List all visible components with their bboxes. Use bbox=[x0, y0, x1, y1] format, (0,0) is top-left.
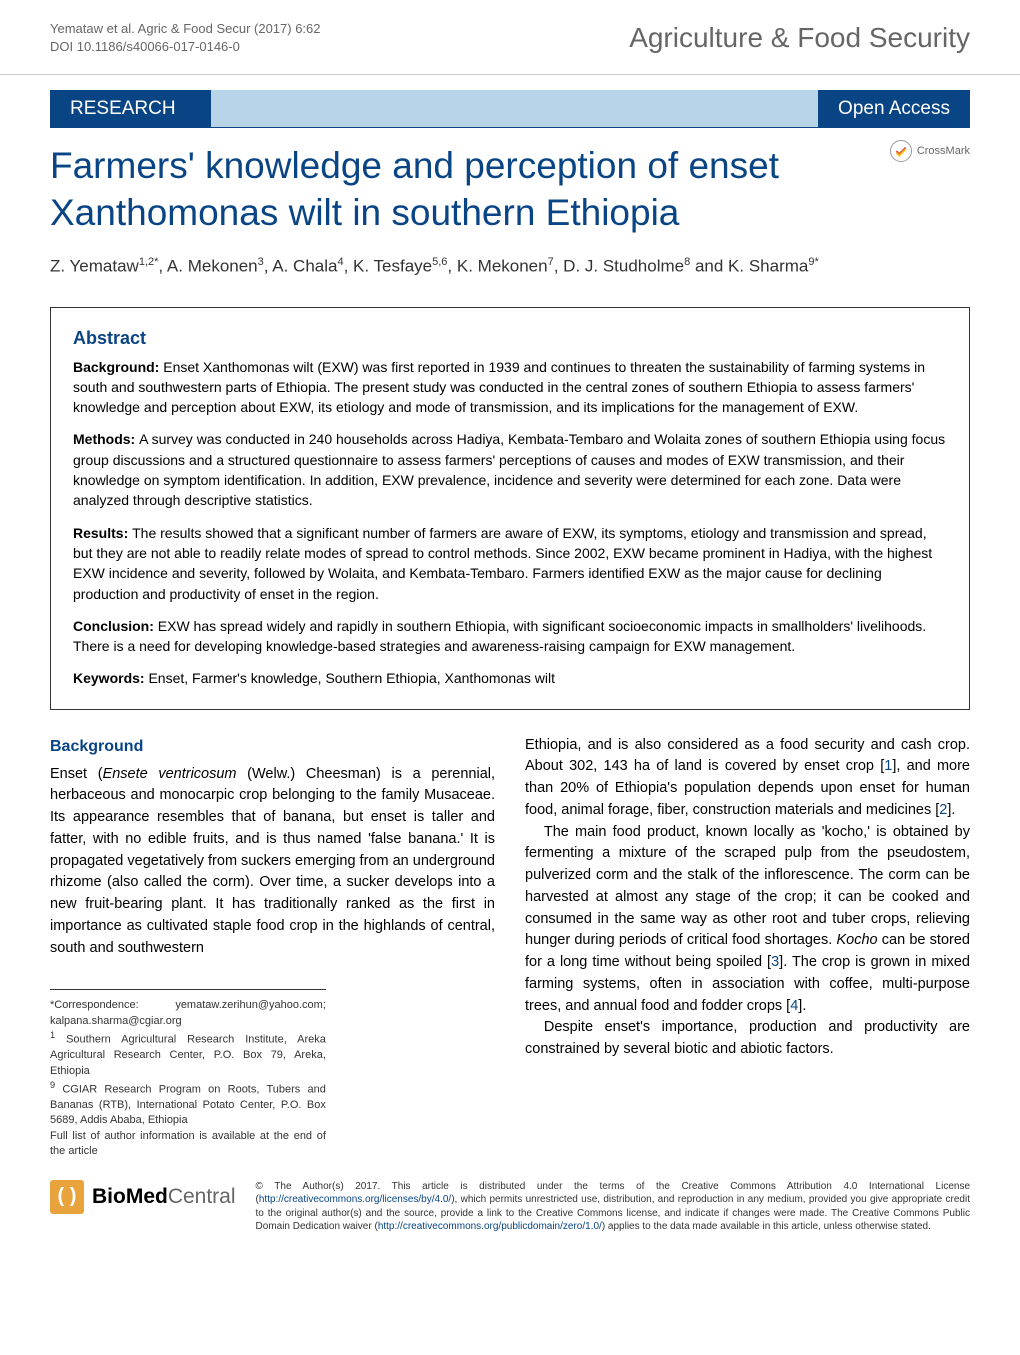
affiliation-line: 9 CGIAR Research Program on Roots, Tuber… bbox=[50, 1079, 326, 1129]
abstract-background: Background: Enset Xanthomonas wilt (EXW)… bbox=[73, 357, 947, 418]
citation-header: Yemataw et al. Agric & Food Secur (2017)… bbox=[50, 20, 321, 56]
abstract-label: Results: bbox=[73, 525, 132, 541]
abstract-methods: Methods: A survey was conducted in 240 h… bbox=[73, 429, 947, 510]
column-right: Ethiopia, and is also considered as a fo… bbox=[525, 735, 970, 1160]
citation-line: Yemataw et al. Agric & Food Secur (2017)… bbox=[50, 20, 321, 38]
abstract-keywords: Keywords: Enset, Farmer's knowledge, Sou… bbox=[73, 668, 947, 688]
journal-name: Agriculture & Food Security bbox=[629, 22, 970, 54]
body-paragraph: Ethiopia, and is also considered as a fo… bbox=[525, 735, 970, 822]
background-heading: Background bbox=[50, 735, 495, 759]
abstract-label: Background: bbox=[73, 359, 163, 375]
license-text: © The Author(s) 2017. This article is di… bbox=[256, 1180, 970, 1234]
abstract-text: Enset, Farmer's knowledge, Southern Ethi… bbox=[148, 670, 555, 686]
column-left: Background Enset (Ensete ventricosum (We… bbox=[50, 735, 495, 1160]
author-list: Z. Yemataw1,2*, A. Mekonen3, A. Chala4, … bbox=[50, 256, 970, 277]
banner-spacer bbox=[211, 90, 818, 128]
title-banner: RESEARCH Open Access CrossMark bbox=[50, 90, 970, 128]
abstract-text: A survey was conducted in 240 households… bbox=[73, 431, 945, 508]
abstract-label: Methods: bbox=[73, 431, 139, 447]
doi-line: DOI 10.1186/s40066-017-0146-0 bbox=[50, 38, 321, 56]
abstract-results: Results: The results showed that a signi… bbox=[73, 523, 947, 604]
research-label: RESEARCH bbox=[50, 90, 211, 128]
full-list-note: Full list of author information is avail… bbox=[50, 1129, 326, 1160]
affiliation-line: 1 Southern Agricultural Research Institu… bbox=[50, 1029, 326, 1079]
abstract-text: The results showed that a significant nu… bbox=[73, 525, 932, 602]
article-title: Farmers' knowledge and perception of ens… bbox=[50, 143, 970, 236]
footnotes: *Correspondence: yemataw.zerihun@yahoo.c… bbox=[50, 989, 326, 1159]
crossmark-icon bbox=[890, 140, 912, 162]
abstract-heading: Abstract bbox=[73, 328, 947, 349]
crossmark-label: CrossMark bbox=[917, 145, 970, 157]
abstract-conclusion: Conclusion: EXW has spread widely and ra… bbox=[73, 616, 947, 657]
logo-bio: Bio bbox=[92, 1185, 126, 1209]
body-paragraph: The main food product, known locally as … bbox=[525, 822, 970, 1018]
abstract-text: Enset Xanthomonas wilt (EXW) was first r… bbox=[73, 359, 925, 416]
biomed-central-logo: ( ) BioMed Central bbox=[50, 1180, 236, 1214]
crossmark-badge[interactable]: CrossMark bbox=[890, 140, 970, 162]
body-paragraph: Enset (Ensete ventricosum (Welw.) Cheesm… bbox=[50, 764, 495, 960]
abstract-box: Abstract Background: Enset Xanthomonas w… bbox=[50, 307, 970, 710]
correspondence-line: *Correspondence: yemataw.zerihun@yahoo.c… bbox=[50, 998, 326, 1029]
running-header: Yemataw et al. Agric & Food Secur (2017)… bbox=[0, 0, 1020, 75]
abstract-text: EXW has spread widely and rapidly in sou… bbox=[73, 618, 926, 654]
bmc-icon: ( ) bbox=[50, 1180, 84, 1214]
body-paragraph: Despite enset's importance, production a… bbox=[525, 1017, 970, 1061]
page-footer: ( ) BioMed Central © The Author(s) 2017.… bbox=[50, 1180, 970, 1234]
logo-med: Med bbox=[126, 1185, 168, 1209]
logo-central: Central bbox=[168, 1185, 236, 1209]
abstract-label: Conclusion: bbox=[73, 618, 158, 634]
open-access-label: Open Access bbox=[818, 90, 970, 128]
abstract-label: Keywords: bbox=[73, 670, 148, 686]
body-columns: Background Enset (Ensete ventricosum (We… bbox=[50, 735, 970, 1160]
